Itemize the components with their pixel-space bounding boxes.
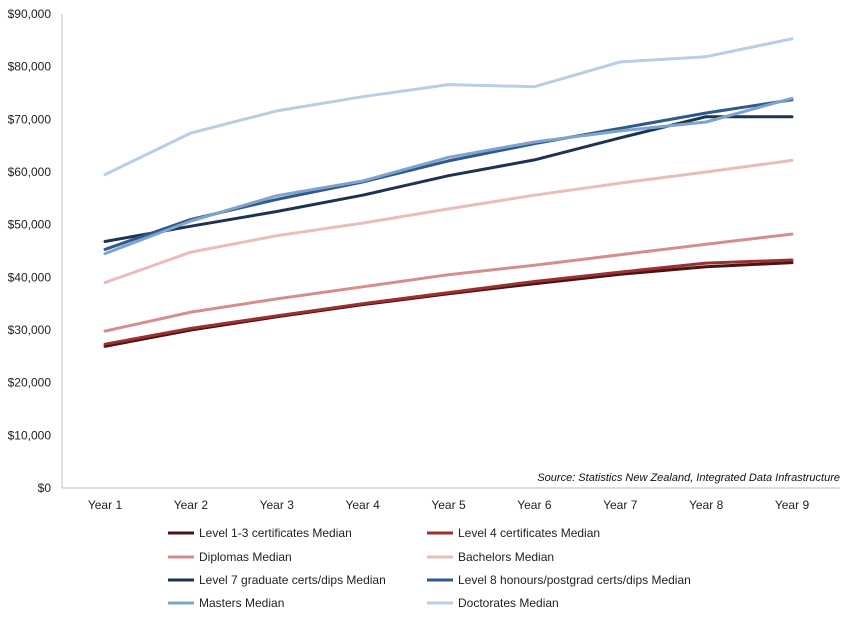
y-tick-label: $20,000 xyxy=(8,376,52,390)
y-tick-label: $10,000 xyxy=(8,428,52,442)
series-line-level-7-graduate-certs-dips-median xyxy=(103,115,794,243)
x-tick-label: Year 7 xyxy=(603,498,638,512)
x-tick-labels: Year 1 Year 2 Year 3 Year 4 Year 5 Year 6 Year… xyxy=(88,498,810,512)
y-tick-label: $60,000 xyxy=(8,165,52,179)
y-tick-label: $0 xyxy=(38,481,52,495)
series-line-bachelors-median xyxy=(103,158,794,285)
legend-item: Diplomas Median xyxy=(168,550,292,564)
y-tick-label: $40,000 xyxy=(8,270,52,284)
y-tick-label: $90,000 xyxy=(8,7,52,21)
x-tick-label: Year 1 xyxy=(88,498,123,512)
x-tick-label: Year 5 xyxy=(431,498,466,512)
legend-item: Masters Median xyxy=(168,596,284,610)
axes xyxy=(61,14,840,489)
legend-item: Level 4 certificates Median xyxy=(427,526,600,540)
legend-label: Level 4 certificates Median xyxy=(458,526,600,540)
x-tick-label: Year 6 xyxy=(517,498,552,512)
source-note: Source: Statistics New Zealand, Integrat… xyxy=(537,472,840,484)
y-tick-label: $30,000 xyxy=(8,323,52,337)
series-line-masters-median xyxy=(103,96,794,256)
y-tick-label: $70,000 xyxy=(8,112,52,126)
legend-item: Level 1-3 certificates Median xyxy=(168,526,352,540)
series-line-doctorates-median xyxy=(103,37,794,177)
legend-item: Level 8 honours/postgrad certs/dips Medi… xyxy=(427,573,691,587)
series-line-level-4-certificates-median xyxy=(103,258,794,346)
y-tick-label: $50,000 xyxy=(8,218,52,232)
legend-label: Diplomas Median xyxy=(199,550,292,564)
legend-label: Bachelors Median xyxy=(458,550,554,564)
series-lines xyxy=(103,37,794,348)
legend-item: Level 7 graduate certs/dips Median xyxy=(168,573,386,587)
legend-label: Level 1-3 certificates Median xyxy=(199,526,352,540)
legend-label: Level 8 honours/postgrad certs/dips Medi… xyxy=(458,573,691,587)
series-line-diplomas-median xyxy=(103,232,794,333)
x-tick-label: Year 2 xyxy=(174,498,209,512)
x-tick-label: Year 4 xyxy=(345,498,380,512)
legend-item: Doctorates Median xyxy=(427,596,559,610)
legend-label: Level 7 graduate certs/dips Median xyxy=(199,573,386,587)
x-tick-label: Year 9 xyxy=(775,498,810,512)
y-tick-labels: $0 $10,000 $20,000 $30,000 $40,000 $50,000 $60… xyxy=(8,7,52,495)
legend-label: Doctorates Median xyxy=(458,596,559,610)
y-tick-label: $80,000 xyxy=(8,60,52,74)
legend: Level 1-3 certificates Median Level 4 cer… xyxy=(168,526,691,610)
legend-label: Masters Median xyxy=(199,596,284,610)
x-tick-label: Year 3 xyxy=(260,498,295,512)
legend-item: Bachelors Median xyxy=(427,550,554,564)
x-tick-label: Year 8 xyxy=(689,498,724,512)
